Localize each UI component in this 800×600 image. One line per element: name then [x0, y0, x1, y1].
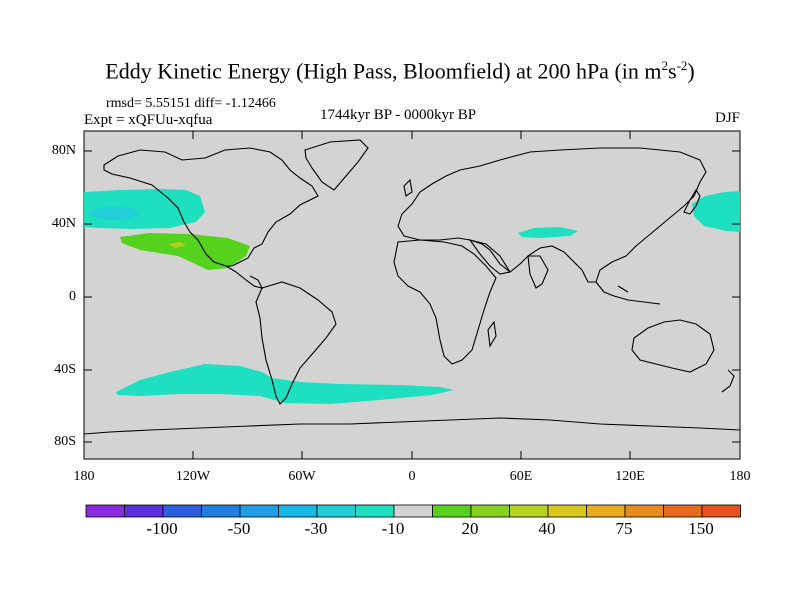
coast-india	[527, 255, 549, 289]
lon-label-180e: 180	[729, 469, 751, 484]
colorbar-label: 20	[461, 519, 479, 538]
colorbar-box	[663, 504, 703, 518]
lon-label-120e: 120E	[615, 469, 645, 484]
colorbar-label: 75	[615, 519, 633, 538]
coast-eurasia	[397, 147, 707, 283]
colorbar-box	[162, 504, 202, 518]
title-exponent-2: -2	[676, 58, 688, 73]
colorbar-box	[355, 504, 395, 518]
lat-label-40n: 40N	[51, 216, 76, 231]
lon-label-60e: 60E	[509, 469, 533, 484]
colorbar-label: -100	[146, 519, 178, 538]
season-label: DJF	[714, 110, 740, 126]
coast-southeast-asia	[595, 281, 661, 305]
colorbar-label: -10	[381, 519, 405, 538]
coast-new-zealand	[721, 369, 735, 393]
rmsd-diff-stats: rmsd= 5.55151 diff= -1.12466	[106, 96, 276, 111]
lon-label-0: 0	[408, 469, 416, 484]
colorbar-box	[85, 504, 125, 518]
anomaly-subtropical-pacific-core	[168, 242, 186, 248]
colorbar-label: 150	[688, 519, 714, 538]
title-main: Eddy Kinetic Energy (High Pass, Bloomfie…	[105, 58, 662, 84]
coast-north-america	[103, 147, 319, 267]
experiment-label: Expt = xQFUu-xqfua	[84, 112, 213, 128]
anomaly-shading	[84, 189, 740, 404]
colorbar-boxes	[85, 504, 741, 518]
colorbar-box	[470, 504, 510, 518]
colorbar-box	[124, 504, 164, 518]
colorbar-label: -30	[304, 519, 328, 538]
lon-label-60w: 60W	[288, 469, 316, 484]
colorbar-box	[432, 504, 472, 518]
coast-south-america	[255, 281, 337, 405]
coast-greenland	[304, 139, 369, 191]
colorbar-label: 40	[538, 519, 556, 538]
colorbar-box	[393, 504, 433, 518]
coast-japan	[683, 188, 701, 215]
coast-arabia	[468, 239, 511, 275]
anomaly-middle-east	[518, 227, 578, 238]
anomaly-northwest-pacific	[692, 191, 740, 232]
map-title: Eddy Kinetic Energy (High Pass, Bloomfie…	[0, 58, 800, 84]
title-exponent-1: 2	[661, 58, 669, 73]
colorbar-box	[316, 504, 356, 518]
coast-madagascar	[487, 320, 497, 348]
period-label: 1744kyr BP - 0000kyr BP	[320, 107, 477, 123]
coast-uk	[403, 178, 413, 197]
colorbar-box	[547, 504, 587, 518]
lat-label-0: 0	[69, 289, 76, 304]
colorbar-box	[701, 504, 741, 518]
colorbar-box	[586, 504, 626, 518]
map-background	[83, 130, 741, 460]
colorbar-box	[624, 504, 664, 518]
latitude-ticks	[84, 150, 740, 443]
anomaly-subtropical-pacific	[120, 233, 250, 270]
lat-label-80s: 80S	[54, 434, 76, 449]
title-close: )	[687, 58, 695, 84]
colorbar-box	[278, 504, 318, 518]
colorbar-box	[509, 504, 549, 518]
colorbar-box	[201, 504, 241, 518]
title-mid: s	[668, 58, 677, 84]
longitude-ticks	[192, 131, 631, 459]
coastlines	[84, 139, 740, 435]
lon-label-120w: 120W	[175, 469, 211, 484]
anomaly-southern-ocean	[116, 364, 454, 404]
colorbar-box	[239, 504, 279, 518]
anomaly-north-pacific-east-core	[92, 206, 140, 220]
lon-label-180w: 180	[73, 469, 95, 484]
coast-australia	[631, 319, 715, 373]
coast-antarctica	[84, 417, 740, 435]
lat-label-80n: 80N	[51, 143, 76, 158]
lat-label-40s: 40S	[54, 362, 76, 377]
coast-central-america	[225, 265, 264, 289]
coast-africa	[393, 239, 497, 365]
colorbar-label: -50	[227, 519, 251, 538]
